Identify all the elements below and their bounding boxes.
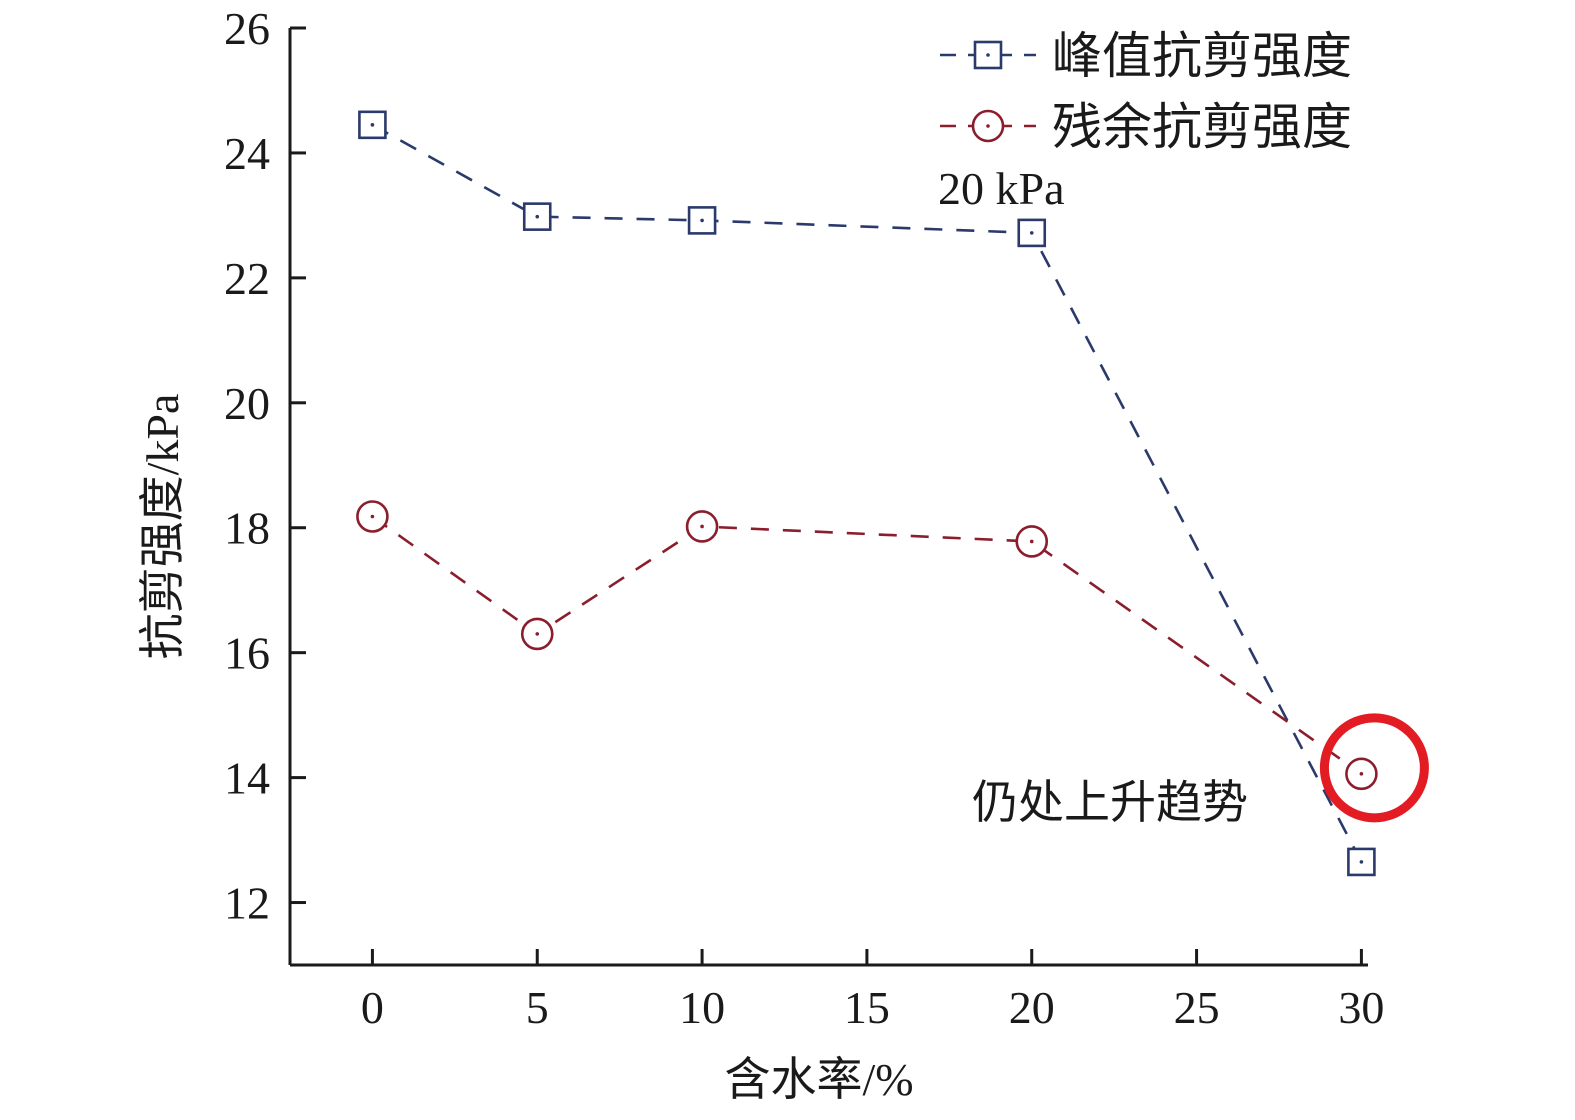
series-residual [356, 500, 1378, 791]
y-tick-label: 22 [224, 253, 270, 304]
marker-center-dot [986, 53, 990, 57]
legend-item: 峰值抗剪强度 [940, 28, 1352, 84]
data-point [1015, 525, 1049, 558]
x-tick-label: 20 [1009, 982, 1055, 1033]
y-axis-title: 抗剪强度/kPa [137, 394, 188, 660]
marker-center-dot [1029, 231, 1034, 235]
data-point [687, 206, 717, 235]
data-point [358, 110, 387, 140]
highlight-circle [1319, 713, 1429, 823]
legend-marker [971, 109, 1005, 143]
data-point [1017, 218, 1047, 248]
x-axis-title: 含水率/% [724, 1054, 913, 1105]
y-tick-label: 24 [224, 128, 270, 179]
data-point [356, 500, 389, 533]
y-tick-label: 16 [224, 628, 270, 679]
marker-center-dot [1029, 539, 1034, 544]
x-tick-label: 0 [361, 982, 384, 1033]
series-line [371, 123, 1363, 863]
axes: 12 14 16 18 20 22 24 26 0 5 10 15 20 25 30 含水率/% 抗剪强度/kP… [137, 3, 1384, 1105]
marker-center-dot [1359, 772, 1364, 776]
y-tick-label: 18 [224, 503, 270, 554]
series-peak [358, 110, 1376, 877]
legend-label: 峰值抗剪强度 [1052, 28, 1352, 84]
series-line [371, 515, 1363, 775]
data-point [1345, 757, 1378, 791]
annotation-pressure: 20 kPa [938, 163, 1065, 214]
marker-center-dot [370, 123, 375, 127]
data-point [522, 202, 552, 231]
marker-center-dot [535, 214, 540, 219]
x-tick-label: 5 [526, 982, 549, 1033]
y-tick-label: 14 [224, 753, 270, 804]
x-tick-label: 10 [679, 982, 725, 1033]
x-tick-label: 15 [844, 982, 890, 1033]
x-tick-label: 30 [1338, 982, 1384, 1033]
legend-marker [973, 40, 1003, 70]
annotations: 20 kPa 仍处上升趋势 [938, 163, 1429, 828]
square-marker-box [1347, 847, 1376, 877]
marker-center-dot [986, 124, 990, 128]
marker-center-dot [700, 218, 704, 223]
legend-label: 残余抗剪强度 [1052, 99, 1352, 155]
x-tick-label: 25 [1174, 982, 1220, 1033]
annotation-rising-trend: 仍处上升趋势 [972, 777, 1248, 828]
legend-item: 残余抗剪强度 [940, 99, 1352, 155]
y-tick-label: 12 [224, 878, 270, 929]
data-point [520, 617, 554, 651]
square-marker-box [358, 110, 387, 140]
marker-center-dot [700, 524, 704, 529]
data-point [1347, 847, 1376, 877]
marker-center-dot [370, 514, 375, 519]
data-point [685, 510, 719, 543]
marker-center-dot [535, 632, 540, 636]
marker-center-dot [1359, 860, 1364, 864]
series-layer [356, 110, 1378, 877]
y-tick-label: 26 [224, 3, 270, 54]
y-tick-label: 20 [224, 378, 270, 429]
